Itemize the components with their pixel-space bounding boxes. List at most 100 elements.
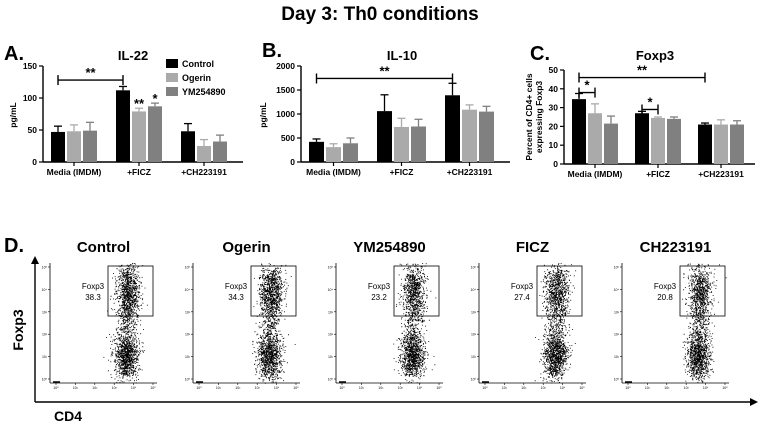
bar <box>51 131 65 162</box>
flow-cytometry-panel: Foxp3 CD4 Control 10⁰ 10⁰ 10¹ 10¹ 10² 10² 10³ 10³ 1… <box>10 239 758 424</box>
flow-event-dots <box>393 263 437 384</box>
bar <box>343 143 358 162</box>
y-tick-label: 1500 <box>276 85 295 95</box>
flow-plot: CH223191 10⁰ 10⁰ 10¹ 10¹ 10² 10² 10³ 10³ 10⁴ 10⁴ 10… <box>614 239 729 390</box>
bar <box>377 111 392 162</box>
flow-x-tick-label: 10⁵ <box>436 386 442 390</box>
flow-plot-title: FICZ <box>516 239 549 256</box>
flow-plot: Control 10⁰ 10⁰ 10¹ 10¹ 10² 10² 10³ 10³ 10⁴ 10⁴ 10⁵… <box>42 239 157 390</box>
y-tick-label: 500 <box>281 133 295 143</box>
legend-swatch <box>166 59 178 68</box>
bar <box>394 126 409 162</box>
flow-y-tick-label: 10⁴ <box>471 288 477 292</box>
significance-label: * <box>647 94 653 109</box>
foxp3-gate <box>107 265 154 317</box>
x-tick-label: +FICZ <box>646 169 670 179</box>
chart-title: IL-10 <box>387 48 417 63</box>
flow-y-tick-label: 10⁴ <box>185 288 191 292</box>
flow-y-tick-label: 10¹ <box>185 355 191 359</box>
flow-x-axis-label: CD4 <box>54 408 82 424</box>
flow-x-tick-label: 10³ <box>398 386 404 390</box>
gate-label: Foxp3 <box>511 282 534 291</box>
flow-x-tick-label: 10³ <box>684 386 690 390</box>
flow-plot-title: YM254890 <box>353 239 426 256</box>
gate-percent: 27.4 <box>514 293 530 302</box>
legend-label: YM254890 <box>182 87 226 97</box>
flow-y-tick-label: 10⁰ <box>614 378 620 382</box>
y-tick-label: 1000 <box>276 109 295 119</box>
flow-x-tick-label: 10¹ <box>645 386 651 390</box>
panel-label-c: C. <box>530 43 550 65</box>
bar <box>667 118 681 164</box>
flow-y-tick-label: 10⁰ <box>328 378 334 382</box>
foxp3-gate <box>679 265 726 317</box>
legend-swatch <box>166 73 178 82</box>
bar <box>572 99 586 164</box>
y-axis-label: pg/mL <box>258 102 268 128</box>
flow-y-tick-label: 10² <box>471 333 477 337</box>
flow-x-tick-label: 10⁴ <box>703 386 709 390</box>
flow-y-arrowhead <box>31 256 39 264</box>
bar <box>714 124 728 164</box>
significance-label: * <box>152 91 158 106</box>
flow-x-tick-label: 10⁰ <box>625 386 631 390</box>
flow-y-tick-label: 10² <box>328 333 334 337</box>
flow-plot-title: CH223191 <box>640 239 712 256</box>
flow-y-tick-label: 10³ <box>42 310 48 314</box>
flow-x-tick-label: 10⁰ <box>53 386 59 390</box>
y-tick-label: 10 <box>549 140 559 150</box>
flow-x-tick-label: 10² <box>235 386 241 390</box>
y-tick-label: 50 <box>28 125 38 135</box>
flow-x-tick-label: 10⁵ <box>579 386 585 390</box>
flow-plot-title: Ogerin <box>222 239 270 256</box>
flow-x-tick-label: 10³ <box>112 386 118 390</box>
flow-x-tick-label: 10¹ <box>73 386 79 390</box>
flow-y-tick-label: 10⁵ <box>42 266 48 270</box>
flow-plot: FICZ 10⁰ 10⁰ 10¹ 10¹ 10² 10² 10³ 10³ 10⁴ 10⁴ 10⁵ 10⁵… <box>471 239 586 390</box>
y-tick-label: 100 <box>23 93 37 103</box>
flow-x-tick-label: 10⁵ <box>150 386 156 390</box>
y-tick-label: 150 <box>23 61 37 71</box>
flow-event-dots <box>252 263 296 384</box>
bar <box>67 131 81 162</box>
flow-y-tick-label: 10¹ <box>471 355 477 359</box>
flow-y-tick-label: 10³ <box>328 310 334 314</box>
flow-y-tick-label: 10⁵ <box>328 266 334 270</box>
significance-label: ** <box>637 63 648 78</box>
legend-label: Control <box>182 59 214 69</box>
flow-y-tick-label: 10² <box>42 333 48 337</box>
bar <box>730 124 744 164</box>
flow-y-tick-label: 10⁴ <box>42 288 48 292</box>
flow-x-tick-label: 10⁴ <box>417 386 423 390</box>
y-tick-label: 20 <box>549 121 559 131</box>
bar <box>132 111 146 162</box>
x-tick-label: +CH223191 <box>181 167 227 177</box>
x-tick-label: +FICZ <box>127 167 151 177</box>
flow-plot: Ogerin 10⁰ 10⁰ 10¹ 10¹ 10² 10² 10³ 10³ 10⁴ 10⁴ 10⁵ 1… <box>185 239 300 390</box>
y-axis-label: pg/mL <box>8 102 18 128</box>
panel-label-d: D. <box>4 235 24 257</box>
significance-label: ** <box>134 96 145 111</box>
gate-percent: 34.3 <box>228 293 244 302</box>
flow-y-tick-label: 10⁰ <box>42 378 48 382</box>
bar <box>462 109 477 162</box>
y-tick-label: 0 <box>32 157 37 167</box>
flow-x-tick-label: 10⁰ <box>196 386 202 390</box>
flow-y-tick-label: 10⁵ <box>185 266 191 270</box>
legend-label: Ogerin <box>182 73 211 83</box>
bar <box>698 124 712 164</box>
chart-foxp3: Foxp3 0 10 20 30 40 50 Percent of CD4+ cellsexp… <box>524 48 755 179</box>
flow-x-arrowhead <box>750 398 758 406</box>
flow-x-tick-label: 10¹ <box>216 386 222 390</box>
y-tick-label: 0 <box>290 157 295 167</box>
significance-label: ** <box>85 65 96 80</box>
y-axis-label-line: expressing Foxp3 <box>534 81 544 154</box>
bar <box>445 95 460 162</box>
flow-x-tick-label: 10¹ <box>359 386 365 390</box>
x-tick-label: Media (IMDM) <box>306 167 361 177</box>
bar <box>197 146 211 162</box>
chart-il10: IL-10 0 500 1000 1500 2000 pg/mL Media (IMDM) +F… <box>258 48 510 177</box>
flow-x-tick-label: 10⁴ <box>560 386 566 390</box>
flow-y-tick-label: 10⁰ <box>185 378 191 382</box>
